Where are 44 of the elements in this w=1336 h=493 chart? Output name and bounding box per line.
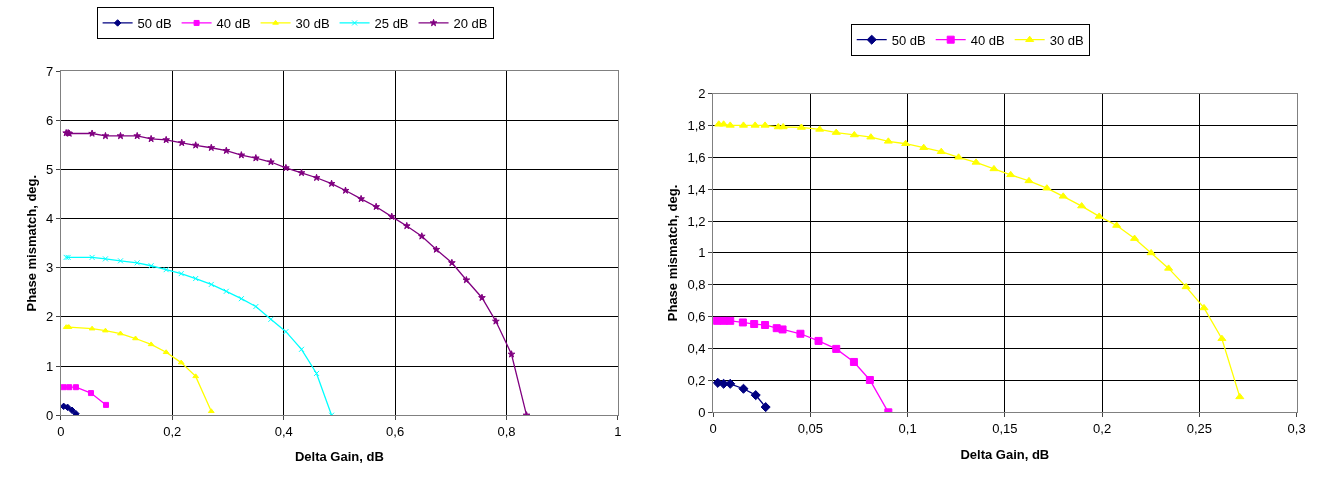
legend-label: 30 dB xyxy=(295,16,330,32)
y-tick-label: 0 xyxy=(698,404,706,420)
x-tick-label: 0 xyxy=(709,420,717,436)
x-tick-label: 0,15 xyxy=(992,420,1018,436)
x-tick-label: 0,05 xyxy=(797,420,824,436)
y-tick-label: 6 xyxy=(46,112,54,128)
y-tick-label: 0,6 xyxy=(687,309,706,325)
y-tick-label: 2 xyxy=(698,86,706,102)
y-tick-label: 2 xyxy=(46,309,54,325)
y-tick-label: 0 xyxy=(46,407,54,423)
y-tick-label: 0,4 xyxy=(687,341,706,357)
x-tick-label: 0 xyxy=(57,423,65,439)
legend-label: 50 dB xyxy=(137,16,172,32)
x-tick-label: 0,3 xyxy=(1287,420,1306,436)
y-tick-label: 3 xyxy=(46,260,54,276)
x-tick-label: 0,4 xyxy=(274,423,293,439)
y-tick-label: 7 xyxy=(46,63,54,79)
x-tick-label: 0,2 xyxy=(1093,420,1112,436)
legend-label: 20 dB xyxy=(453,16,488,32)
y-axis-title: Phase mismatch, deg. xyxy=(24,174,39,312)
legend-label: 40 dB xyxy=(970,32,1005,48)
y-tick-label: 0,2 xyxy=(687,373,706,389)
y-tick-label: 5 xyxy=(46,161,54,177)
x-tick-label: 0,2 xyxy=(163,423,182,439)
y-tick-label: 1,6 xyxy=(687,149,706,165)
y-tick-label: 4 xyxy=(46,211,54,227)
y-tick-label: 1,2 xyxy=(687,213,706,229)
legend-label: 50 dB xyxy=(891,32,926,48)
x-tick-label: 0,25 xyxy=(1186,420,1212,436)
x-axis-title: Delta Gain, dB xyxy=(960,446,1050,462)
x-tick-label: 1 xyxy=(614,423,622,439)
legend-label: 40 dB xyxy=(216,16,251,32)
y-axis-title: Phase mismatch, deg. xyxy=(665,184,681,322)
legend-label: 25 dB xyxy=(374,16,409,32)
legend-label: 30 dB xyxy=(1049,32,1084,48)
y-tick-label: 1 xyxy=(46,358,54,374)
y-tick-label: 1,8 xyxy=(687,117,706,133)
x-tick-label: 0,6 xyxy=(386,423,405,439)
x-axis-title: Delta Gain, dB xyxy=(294,449,384,465)
x-tick-label: 0,8 xyxy=(497,423,516,439)
y-tick-label: 0,8 xyxy=(687,277,706,293)
x-tick-label: 0,1 xyxy=(898,420,917,436)
y-tick-label: 1,4 xyxy=(687,181,706,197)
y-tick-label: 1 xyxy=(698,245,706,261)
